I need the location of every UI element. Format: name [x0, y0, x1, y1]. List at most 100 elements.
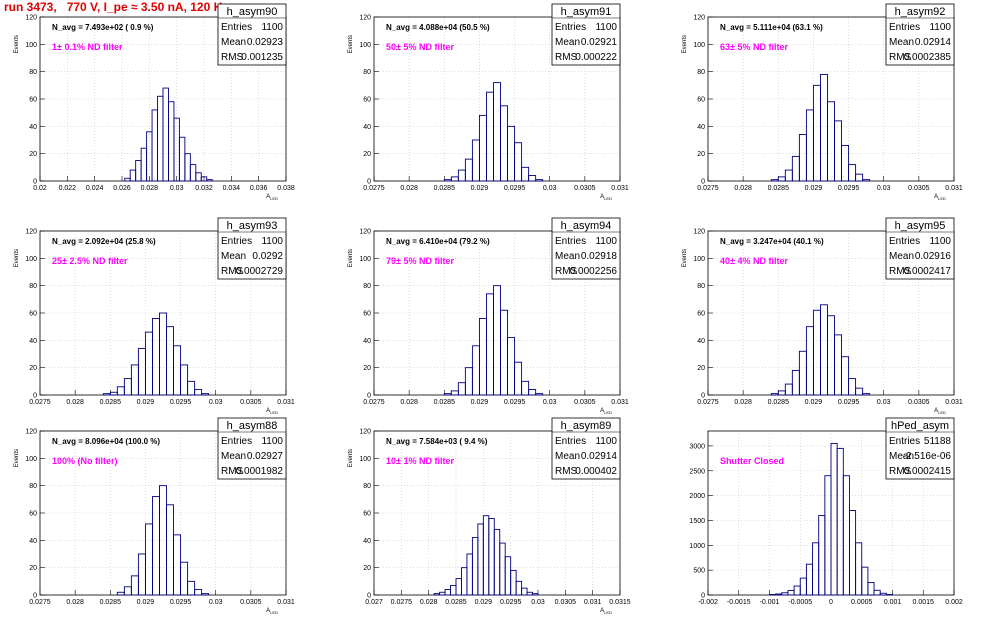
x-tick-label: -0.0015	[727, 599, 751, 606]
histogram-bin	[137, 348, 146, 396]
x-tick-label: 0.029	[137, 599, 155, 606]
x-tick-label: -0.0005	[788, 599, 812, 606]
x-tick-label: 0.028	[734, 399, 752, 406]
y-tick-label: 0	[701, 593, 705, 600]
x-tick-label: 0.031	[611, 185, 629, 192]
x-tick-label: 0.028	[141, 185, 159, 192]
histogram-bin	[855, 173, 864, 182]
y-tick-label: 0	[701, 393, 705, 400]
y-tick-label: 0	[33, 179, 37, 186]
y-tick-label: 40	[363, 124, 371, 131]
x-tick-label: 0.03	[877, 185, 891, 192]
x-tick-label: 0.029	[805, 399, 823, 406]
histogram-bin	[855, 387, 864, 396]
stats-box	[885, 417, 955, 480]
histogram-bin	[775, 593, 783, 596]
histogram-bin	[439, 591, 446, 596]
histogram-bin	[827, 315, 835, 396]
filter-label: 79± 5% ND filter	[386, 256, 454, 266]
stats-box	[885, 217, 955, 280]
x-axis-label-subscript: LED	[604, 196, 612, 201]
stats-box-title: h_asym89	[561, 420, 612, 432]
stats-value-rms: 0.000402	[575, 466, 617, 477]
y-tick-label: 0	[367, 179, 371, 186]
x-tick-label: 0.0305	[240, 399, 262, 406]
y-tick-label: 40	[29, 124, 37, 131]
hist-panel-h_asym95: 0.0275 0.028 0.0285 0.029 0.0295 0.03 0.0305 0.…	[682, 217, 963, 415]
x-tick-label: 0.031	[611, 399, 629, 406]
histogram-bin	[124, 177, 131, 182]
histogram-bin	[830, 442, 838, 596]
x-tick-label: 0.028	[400, 399, 418, 406]
x-tick-label: 0.03	[170, 185, 184, 192]
y-axis-label: Events	[14, 449, 20, 467]
histogram-bin	[528, 389, 537, 396]
x-tick-label: 0.02	[33, 185, 47, 192]
histogram-bin	[457, 382, 466, 396]
histogram-bin	[532, 593, 539, 596]
y-tick-label: 40	[29, 538, 37, 545]
y-tick-label: 100	[359, 42, 371, 49]
histogram-bin	[805, 563, 814, 596]
stats-label-mean: Mean	[889, 251, 914, 262]
histogram-bin	[818, 515, 826, 596]
histogram-bin	[478, 114, 487, 182]
filter-label: 10± 1% ND filter	[386, 456, 454, 466]
x-tick-label: 0	[829, 599, 833, 606]
y-tick-label: 120	[693, 229, 705, 236]
histogram-bin	[444, 589, 451, 596]
y-tick-label: 60	[363, 311, 371, 318]
histogram-bin	[836, 447, 844, 596]
stats-box-title: hPed_asym	[891, 420, 949, 432]
x-tick-label: 0.0285	[100, 599, 122, 606]
x-tick-label: 0.0305	[574, 185, 596, 192]
x-axis-label-subscript: LED	[604, 410, 612, 415]
x-tick-label: 0.0295	[838, 185, 860, 192]
x-tick-label: 0.0285	[434, 185, 456, 192]
x-tick-label: 0.024	[86, 185, 104, 192]
histogram-bin	[180, 364, 189, 396]
histogram-bin	[841, 145, 850, 182]
y-tick-label: 120	[359, 15, 371, 22]
x-tick-label: 0.031	[277, 399, 295, 406]
stats-value-rms: 0.0002415	[904, 466, 952, 477]
y-axis-label: Events	[348, 35, 354, 53]
y-tick-label: 2500	[689, 468, 705, 475]
x-tick-label: 0.031	[584, 599, 602, 606]
y-axis-label: Events	[14, 35, 20, 53]
hist-panel-h_asym91: 0.0275 0.028 0.0285 0.029 0.0295 0.03 0.0305 0.…	[348, 3, 629, 201]
x-axis-label: ALED	[600, 408, 612, 415]
histogram-bin	[867, 582, 875, 596]
stats-value-mean: 0.02923	[247, 37, 284, 48]
x-tick-label: 0.034	[223, 185, 241, 192]
histogram-bin	[450, 584, 457, 596]
x-tick-label: 0.0305	[555, 599, 577, 606]
histogram-bin	[521, 380, 530, 396]
histogram-bin	[461, 567, 468, 596]
x-tick-label: 0.03	[209, 599, 223, 606]
hist-panel-hPed_asym: -0.002 -0.0015 -0.001 -0.0005 0 0.0005 0.001 0.…	[689, 417, 963, 606]
histogram-bin	[195, 172, 202, 182]
x-tick-label: 0.0015	[913, 599, 935, 606]
histogram-bin	[504, 556, 512, 596]
navg-label: N_avg = 4.088e+04 (50.5 %)	[386, 23, 490, 32]
x-tick-label: 0.03	[543, 185, 557, 192]
histogram-bin	[159, 312, 167, 396]
histogram-bin	[500, 105, 508, 182]
x-axis-label-subscript: LED	[938, 410, 946, 415]
y-tick-label: 60	[29, 311, 37, 318]
y-tick-label: 40	[697, 338, 705, 345]
stats-value-entries: 1100	[929, 236, 951, 247]
navg-label: N_avg = 2.092e+04 (25.8 %)	[52, 237, 156, 246]
x-tick-label: 0.0285	[768, 185, 790, 192]
histogram-bin	[842, 475, 850, 596]
x-axis-label: ALED	[934, 408, 946, 415]
histogram-bin	[450, 390, 459, 396]
y-tick-label: 40	[363, 538, 371, 545]
y-tick-label: 100	[359, 256, 371, 263]
stats-label-entries: Entries	[555, 236, 586, 247]
navg-label: N_avg = 8.096e+04 (100.0 %)	[52, 437, 160, 446]
stats-box	[217, 217, 287, 280]
y-tick-label: 100	[359, 456, 371, 463]
x-tick-label: 0.031	[277, 599, 295, 606]
